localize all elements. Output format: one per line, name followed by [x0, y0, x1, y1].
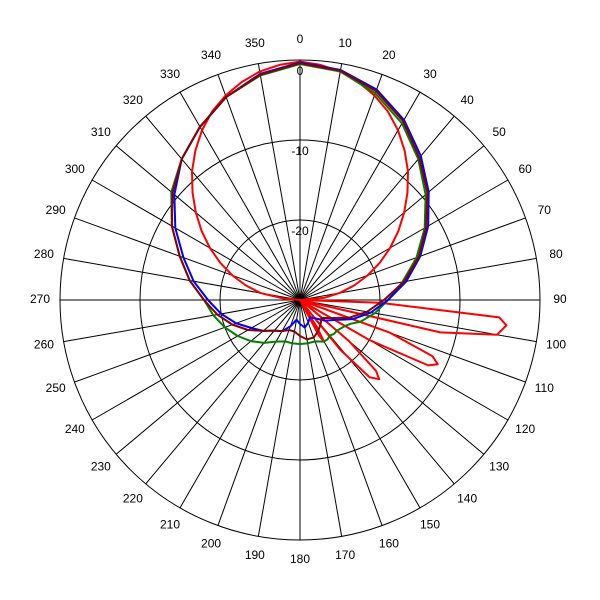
radial-label: -10 [291, 144, 309, 158]
angle-label: 60 [518, 162, 532, 176]
angle-label: 90 [553, 292, 567, 306]
angle-label: 270 [30, 292, 50, 306]
angle-label: 250 [46, 381, 66, 395]
angle-label: 40 [460, 93, 474, 107]
angle-label: 220 [123, 491, 143, 505]
angle-label: 110 [535, 381, 554, 395]
angle-label: 290 [46, 203, 66, 217]
angle-label: 320 [123, 93, 143, 107]
angle-label: 70 [538, 203, 552, 217]
angle-label: 80 [549, 247, 563, 261]
angle-label: 20 [382, 48, 396, 62]
radial-label: 0 [297, 64, 304, 78]
angle-label: 50 [492, 125, 506, 139]
angle-label: 240 [65, 422, 85, 436]
angle-label: 130 [489, 459, 509, 473]
angle-label: 120 [515, 422, 535, 436]
angle-label: 280 [34, 247, 54, 261]
angle-label: 310 [91, 125, 111, 139]
angle-label: 260 [34, 337, 54, 351]
trace-red [192, 62, 506, 380]
angle-label: 160 [379, 536, 399, 550]
angle-label: 340 [201, 48, 221, 62]
angle-label: 10 [338, 36, 352, 50]
angle-label: 350 [245, 36, 265, 50]
series-group [171, 62, 506, 380]
angle-label: 30 [423, 67, 437, 81]
polar-chart: 0 10 20 30 40 50 60 70 80 90 100 110 120 130 140 150 160… [0, 0, 600, 600]
angle-label: 190 [245, 548, 265, 562]
angle-label: 100 [546, 337, 566, 351]
angle-label: 300 [65, 162, 85, 176]
angle-label: 0 [297, 32, 304, 46]
angle-label: 150 [420, 517, 440, 531]
angle-label: 200 [201, 536, 221, 550]
radial-label: -20 [291, 224, 309, 238]
angle-label: 180 [290, 552, 310, 566]
angle-label: 330 [160, 67, 180, 81]
angle-label: 140 [457, 491, 477, 505]
angle-label: 230 [91, 459, 111, 473]
angle-label: 170 [335, 548, 355, 562]
angle-label: 210 [160, 517, 180, 531]
